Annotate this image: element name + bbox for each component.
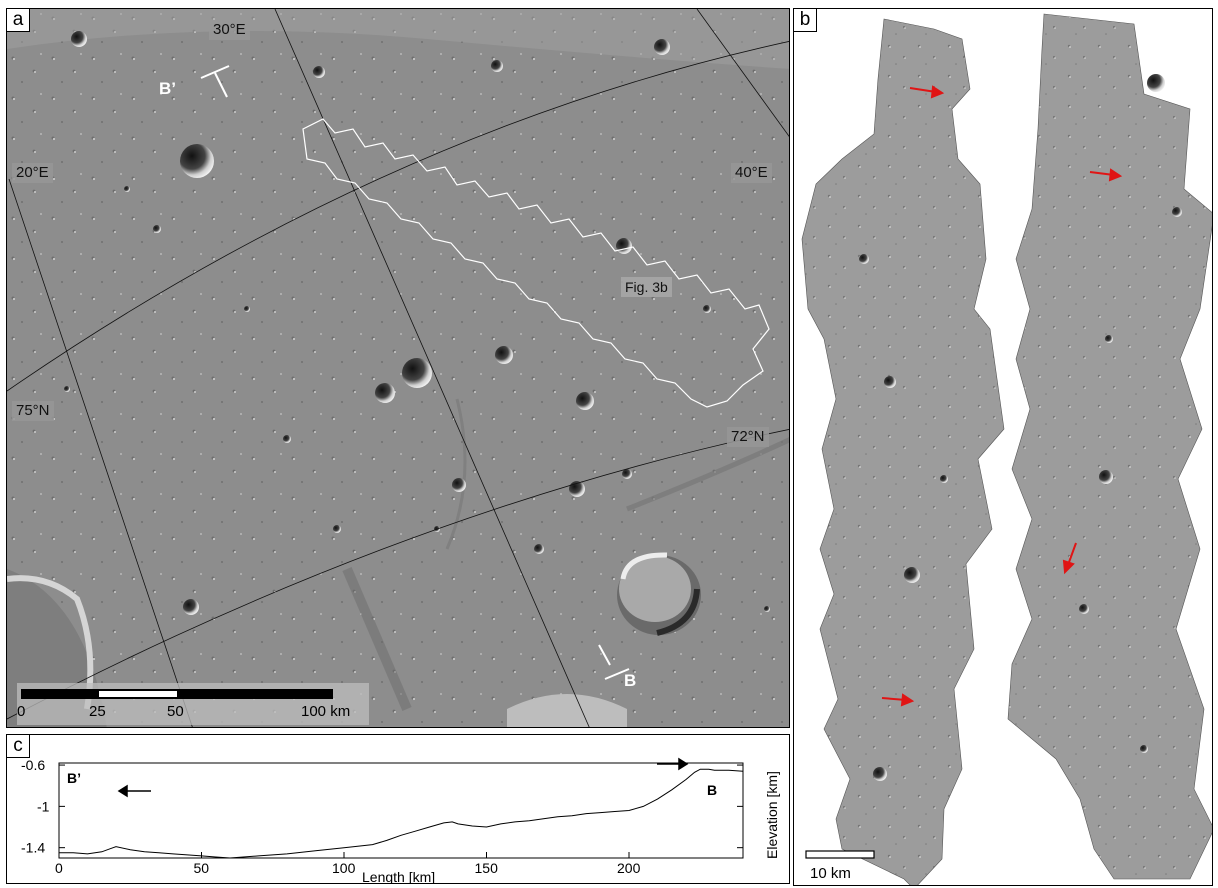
mosaic-strip-right	[1007, 13, 1212, 880]
x-tick-label: 50	[194, 860, 210, 876]
panel-b-letter: b	[794, 9, 817, 32]
scale-tick-0: 0	[17, 703, 26, 720]
scale-tick-50: 50	[167, 703, 184, 720]
panel-b-mosaic: b 10 km	[793, 8, 1213, 886]
y-axis-ticks: -0.6 -1 -1.4	[21, 757, 743, 856]
scale-bar-b	[805, 850, 875, 859]
y-tick-label: -1.4	[21, 840, 45, 856]
x-axis-ticks: 0 50 100 150 200	[55, 852, 641, 876]
profile-line-markers	[200, 65, 630, 680]
scale-tick-100: 100 km	[301, 703, 351, 720]
panel-c-letter: c	[7, 735, 30, 758]
x-tick-label: 100	[332, 860, 356, 876]
lunar-terrain-image	[7, 9, 789, 727]
image-mosaic-strips	[801, 13, 1212, 885]
label-40e: 40°E	[731, 163, 772, 183]
fig3b-footprint-outline	[302, 118, 770, 408]
red-arrows	[881, 85, 1123, 707]
graticule-lines	[7, 9, 789, 727]
label-20e: 20°E	[12, 163, 53, 183]
crater-field	[64, 31, 770, 615]
mosaic-strip-left	[801, 18, 1005, 885]
elevation-profile-chart: 0 50 100 150 200 -0.6 -1 -1.4 B’ B Length [km]…	[21, 757, 780, 884]
label-72n: 72°N	[727, 427, 769, 447]
label-30e: 30°E	[209, 20, 250, 40]
profile-label-end: B	[707, 782, 717, 798]
scale-tick-25: 25	[89, 703, 106, 720]
profile-arrows	[117, 757, 689, 798]
panel-c-profile: c 0 50 100 150 200 -0.6 -1 -1.4 B’ B Length [k…	[6, 734, 790, 884]
x-tick-label: 200	[617, 860, 641, 876]
profile-start-label: B’	[159, 79, 176, 98]
profile-end-label: B	[624, 671, 637, 690]
label-75n: 75°N	[12, 401, 54, 421]
x-axis-label: Length [km]	[362, 869, 435, 884]
y-axis-label: Elevation [km]	[764, 771, 780, 859]
profile-label-start: B’	[67, 770, 81, 786]
y-tick-label: -0.6	[21, 757, 45, 773]
panel-a-map: a	[6, 8, 790, 728]
elevation-profile-line	[59, 768, 744, 859]
scale-bar-a: 0 25 50 100 km	[17, 683, 369, 725]
panel-a-letter: a	[7, 9, 30, 32]
x-tick-label: 150	[475, 860, 499, 876]
y-tick-label: -1	[37, 798, 50, 814]
scale-bar-segment	[99, 691, 177, 697]
fig3b-label: Fig. 3b	[621, 277, 672, 297]
scale-bar-b-label: 10 km	[810, 865, 851, 882]
mosaic-craters	[859, 74, 1182, 781]
x-tick-label: 0	[55, 860, 63, 876]
plot-frame	[58, 762, 744, 859]
scale-bar-track	[21, 689, 333, 699]
